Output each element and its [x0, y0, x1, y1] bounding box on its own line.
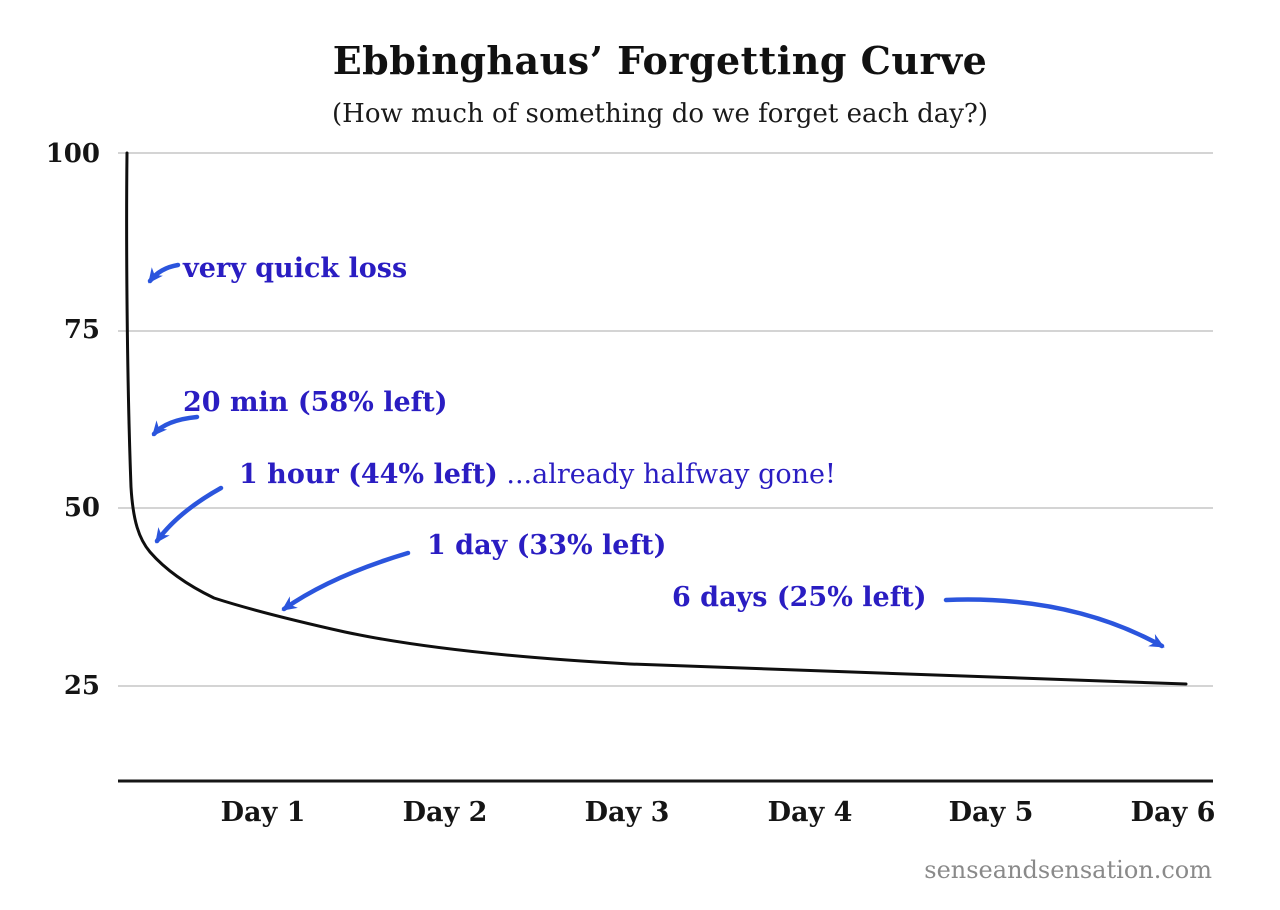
- forgetting-curve-line: [125, 151, 1188, 686]
- annotation-1-hour: 1 hour (44% left) ...already halfway gon…: [239, 460, 836, 490]
- arrow-1-hour: [154, 485, 224, 544]
- annotation-1-hour-main: 1 hour (44% left): [239, 459, 498, 490]
- annotation-6-days: 6 days (25% left): [672, 582, 927, 613]
- x-tick-day3: Day 3: [584, 797, 670, 828]
- watermark-url: senseandsensation.com: [924, 856, 1212, 884]
- annotation-very-quick-loss: very quick loss: [183, 253, 408, 284]
- arrow-6-days: [943, 597, 1165, 649]
- chart-subtitle: (How much of something do we forget each…: [332, 99, 988, 129]
- x-tick-day2: Day 2: [402, 797, 488, 828]
- annotation-1-hour-tail: ...already halfway gone!: [497, 459, 836, 490]
- y-tick-100: 100: [45, 139, 100, 169]
- y-tick-50: 50: [63, 493, 100, 523]
- gridlines: [118, 152, 1213, 687]
- chart-title: Ebbinghaus’ Forgetting Curve: [332, 38, 988, 83]
- arrow-very-quick-loss: [147, 262, 181, 284]
- x-tick-day4: Day 4: [767, 797, 853, 828]
- annotation-1-day: 1 day (33% left): [427, 530, 667, 561]
- arrow-20-min: [151, 414, 200, 437]
- x-tick-day6: Day 6: [1130, 797, 1216, 828]
- y-tick-75: 75: [63, 315, 100, 345]
- x-tick-day5: Day 5: [948, 797, 1034, 828]
- y-tick-25: 25: [63, 671, 100, 701]
- x-tick-day1: Day 1: [220, 797, 306, 828]
- annotation-20-min: 20 min (58% left): [183, 387, 448, 418]
- arrow-1-day: [281, 550, 411, 612]
